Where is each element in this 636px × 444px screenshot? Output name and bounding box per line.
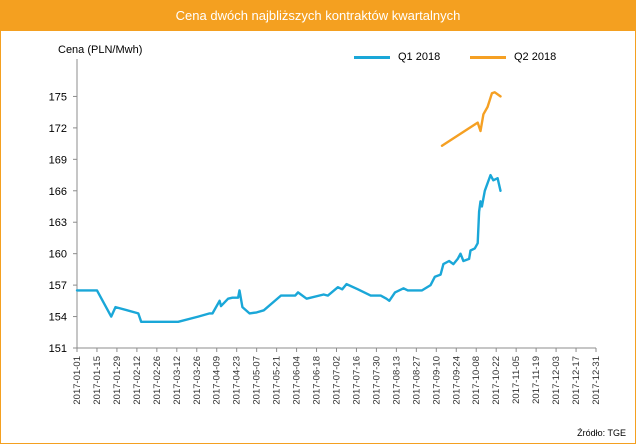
x-tick-label: 2017-11-05 [511, 356, 522, 404]
legend-swatch-q1 [354, 55, 390, 59]
x-tick-label: 2017-07-30 [371, 356, 382, 405]
legend-item-q2: Q2 2018 [470, 51, 556, 63]
y-tick-label: 154 [49, 312, 67, 324]
x-tick-label: 2017-05-21 [272, 356, 283, 405]
legend-item-q1: Q1 2018 [354, 51, 440, 63]
y-tick-label: 157 [49, 280, 67, 292]
y-tick-label: 169 [49, 154, 67, 166]
x-tick-label: 2017-08-27 [411, 356, 422, 405]
x-tick-label: 2017-06-04 [292, 356, 303, 405]
y-tick-label: 151 [49, 343, 67, 355]
source-note: Źródło: TGE [577, 428, 626, 438]
x-tick-label: 2017-01-15 [92, 356, 103, 405]
x-tick-label: 2017-10-08 [471, 356, 482, 405]
y-tick-label: 166 [49, 186, 67, 198]
x-tick-label: 2017-12-17 [571, 356, 582, 405]
series-line-q1 [75, 173, 502, 323]
legend-label-q1: Q1 2018 [398, 51, 441, 63]
x-tick-label: 2017-12-31 [591, 356, 602, 405]
x-tick-label: 2017-05-07 [252, 356, 263, 405]
x-tick-label: 2017-01-29 [112, 356, 123, 405]
x-tick-label: 2017-04-09 [212, 356, 223, 405]
x-tick-label: 2017-11-19 [531, 356, 542, 404]
series-line-q2 [440, 91, 502, 147]
x-tick-label: 2017-10-22 [491, 356, 502, 405]
x-tick-label: 2017-03-26 [192, 356, 203, 405]
x-tick-label: 2017-02-26 [152, 356, 163, 405]
x-tick-label: 2017-08-13 [391, 356, 402, 405]
chart-title: Cena dwóch najbliższych kontraktów kwart… [1, 1, 635, 31]
y-tick-label: 160 [49, 249, 67, 261]
x-tick-label: 2017-07-02 [332, 356, 343, 405]
x-tick-label: 2017-01-01 [72, 356, 83, 405]
x-tick-label: 2017-09-10 [431, 356, 442, 405]
y-tick-label: 163 [49, 217, 67, 229]
x-tick-label: 2017-06-18 [312, 356, 323, 405]
legend-label-q2: Q2 2018 [514, 51, 557, 63]
y-tick-label: 175 [49, 91, 67, 103]
x-tick-label: 2017-09-24 [451, 356, 462, 405]
y-tick-label: 172 [49, 123, 67, 135]
y-axis-label: Cena (PLN/Mwh) [58, 44, 143, 56]
x-tick-label: 2017-12-03 [551, 356, 562, 405]
x-tick-label: 2017-07-16 [351, 356, 362, 405]
x-tick-label: 2017-02-12 [132, 356, 143, 405]
x-tick-label: 2017-03-12 [172, 356, 183, 405]
legend-swatch-q2 [470, 55, 506, 59]
x-tick-label: 2017-04-23 [232, 356, 243, 405]
